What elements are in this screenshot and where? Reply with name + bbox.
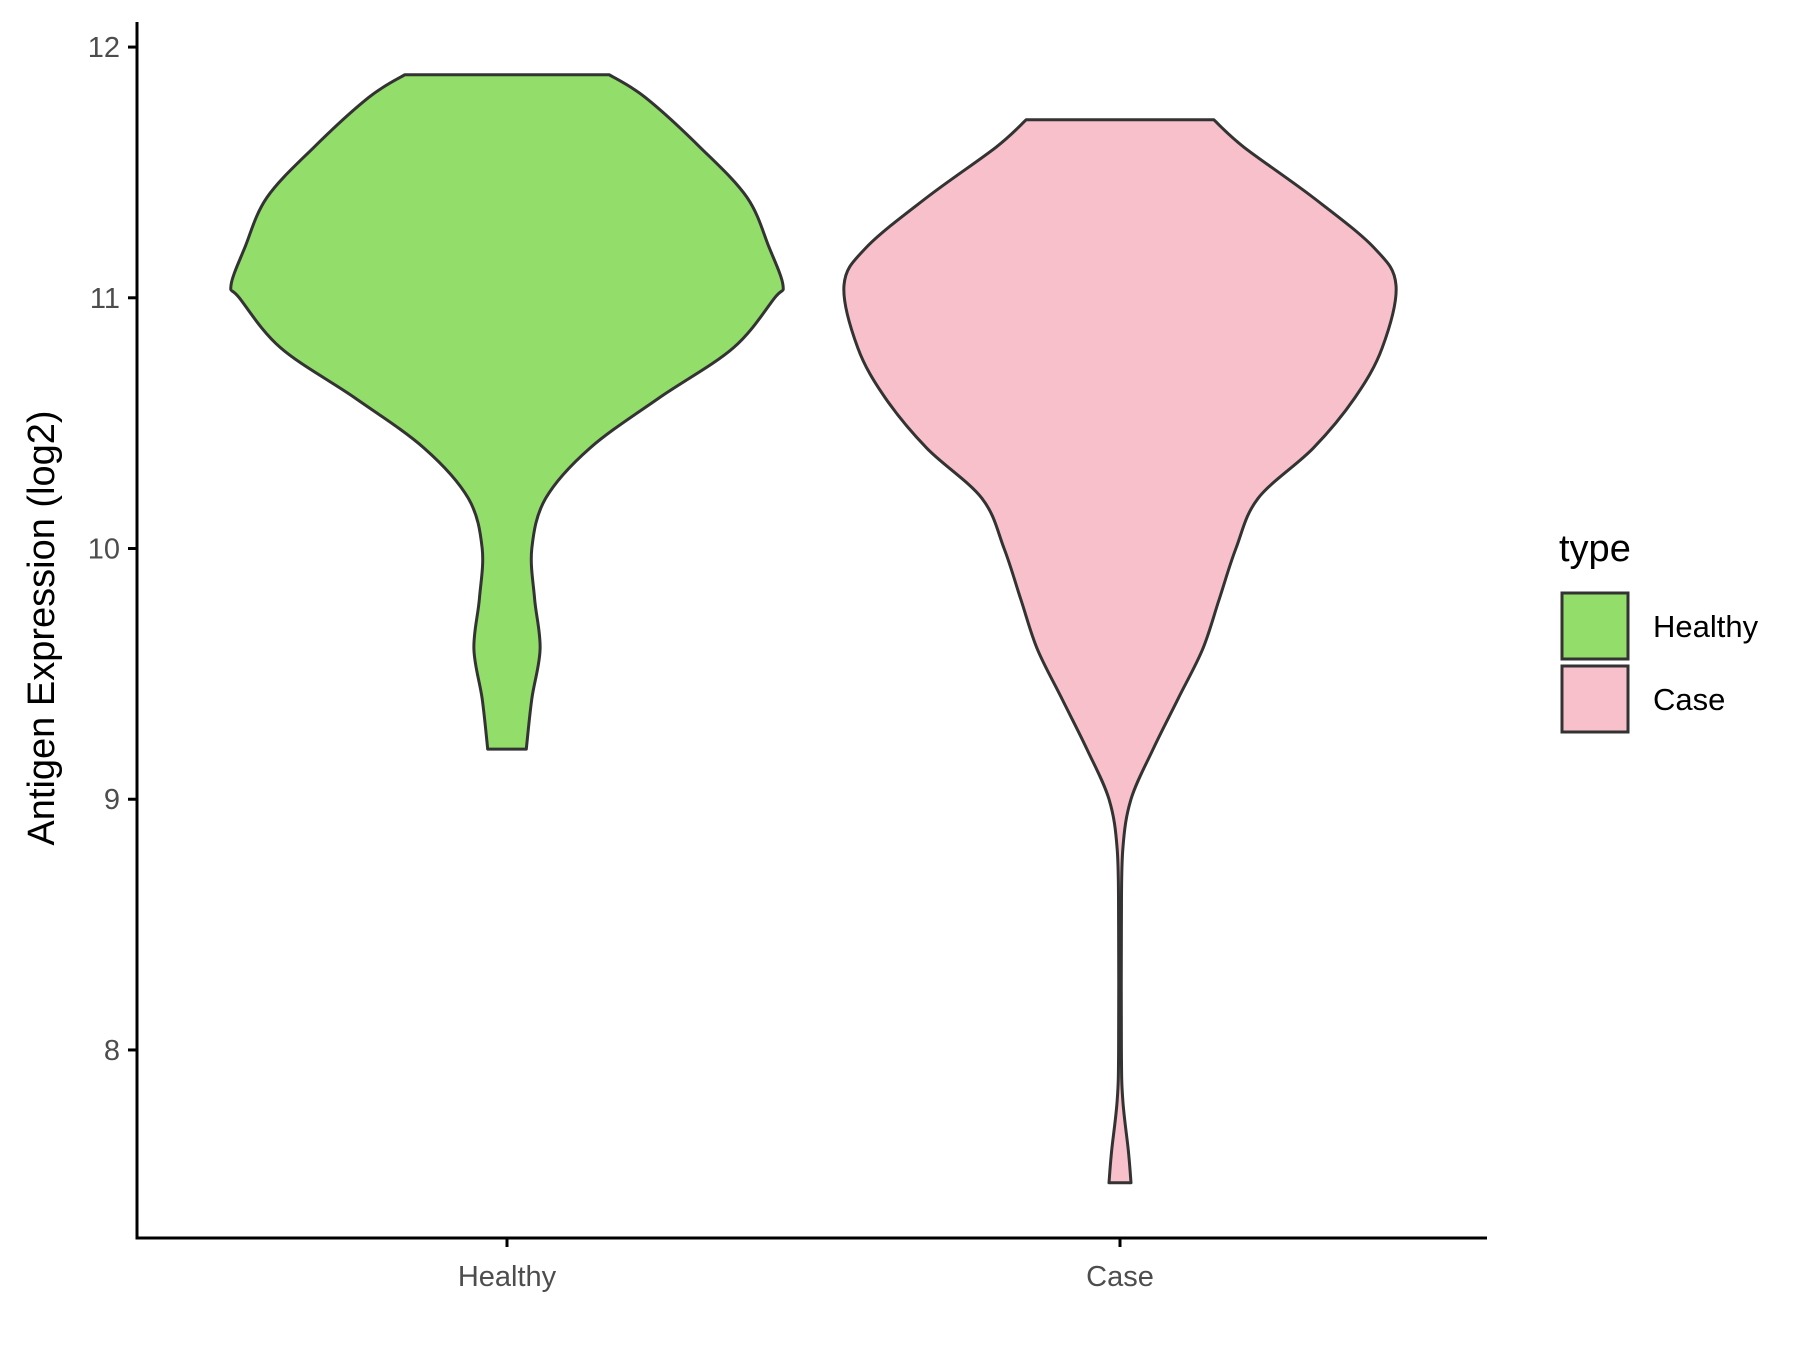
- legend-title: type: [1559, 528, 1631, 570]
- y-axis: 8 9 10 11 12: [88, 22, 139, 1238]
- legend-label-case: Case: [1653, 682, 1725, 717]
- y-tick-label: 10: [88, 534, 120, 566]
- legend-key-case: [1560, 664, 1630, 734]
- x-tick-label: Case: [1086, 1261, 1154, 1293]
- y-tick-label: 9: [104, 784, 120, 816]
- x-tick-label: Healthy: [458, 1261, 557, 1293]
- legend-label-healthy: Healthy: [1653, 609, 1759, 644]
- y-tick-label: 11: [90, 283, 120, 315]
- y-axis-title: Antigen Expression (log2): [21, 410, 63, 845]
- violins: [229, 73, 1398, 1185]
- violin-healthy: [229, 73, 785, 751]
- legend-key-healthy: [1560, 591, 1630, 661]
- legend: type Healthy Case: [1559, 528, 1759, 734]
- y-tick-label: 8: [104, 1035, 120, 1067]
- violin-case: [842, 118, 1398, 1185]
- y-tick-label: 12: [88, 32, 120, 64]
- x-axis: Healthy Case: [135, 1236, 1487, 1293]
